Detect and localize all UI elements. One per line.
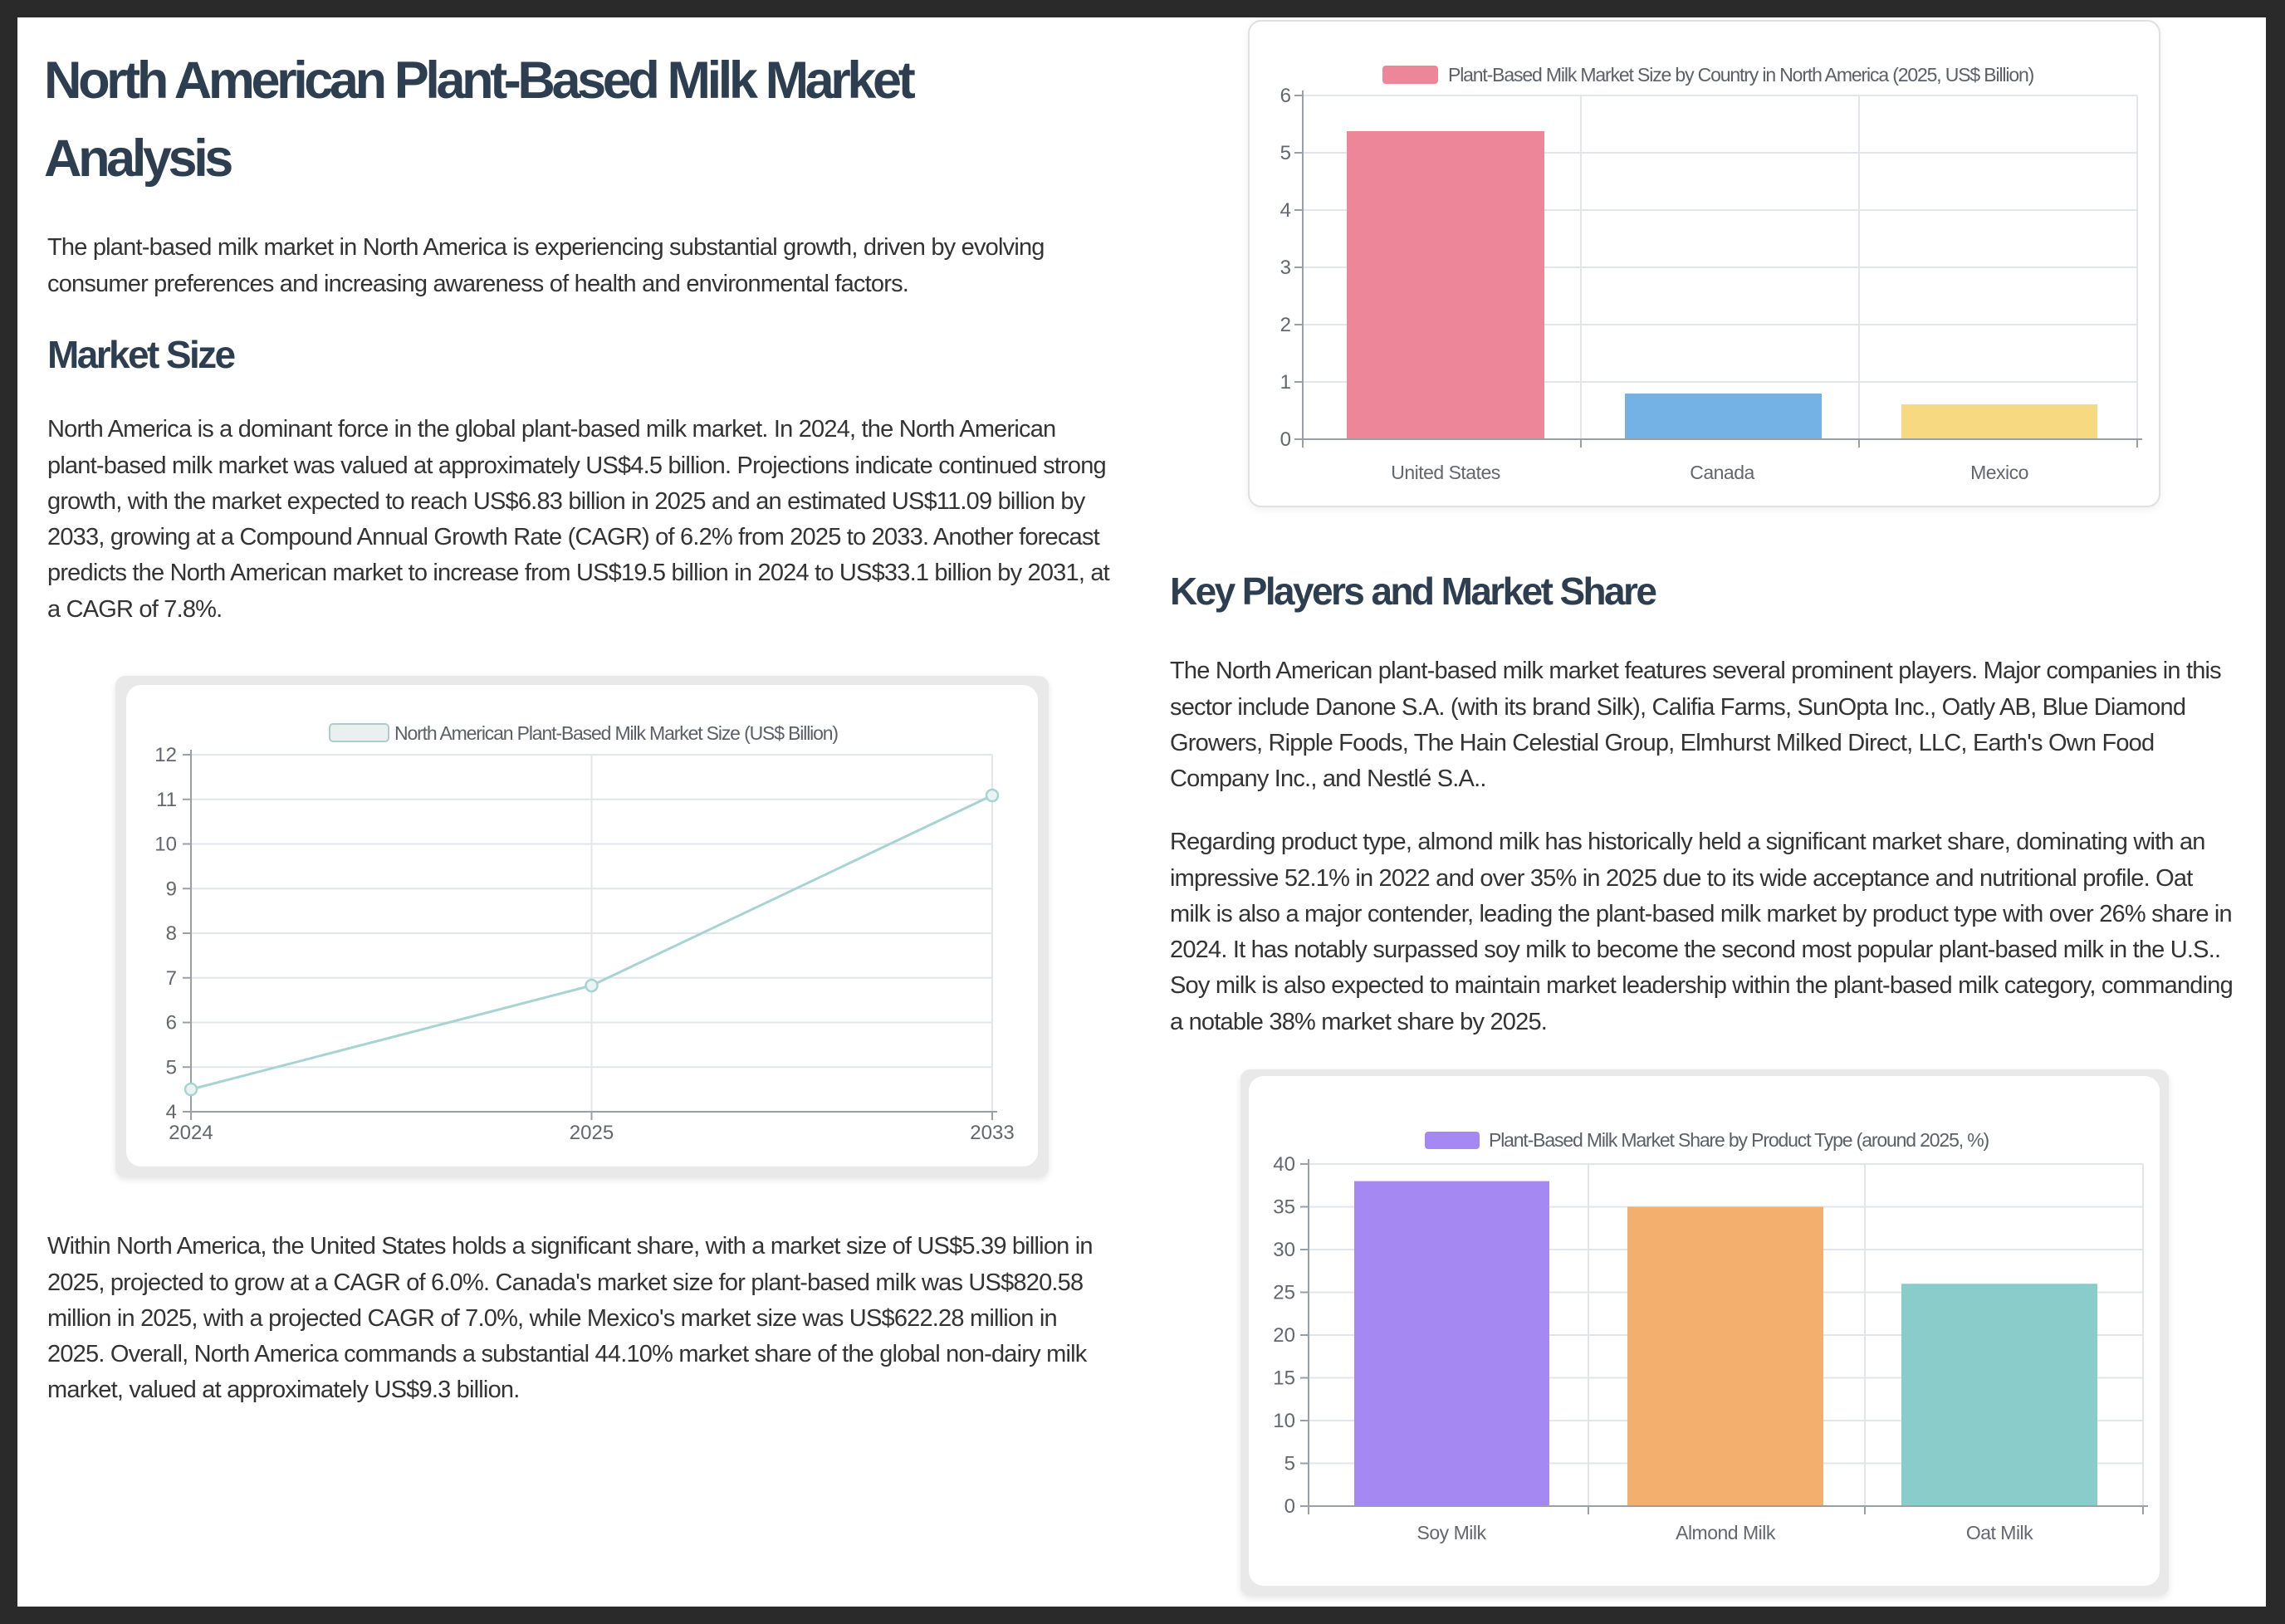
svg-text:3: 3 <box>1280 257 1291 279</box>
svg-text:United States: United States <box>1391 462 1500 483</box>
svg-text:40: 40 <box>1273 1153 1295 1176</box>
svg-text:1: 1 <box>1280 371 1291 394</box>
svg-text:15: 15 <box>1273 1367 1295 1390</box>
svg-text:0: 0 <box>1280 428 1291 451</box>
svg-text:6: 6 <box>1280 85 1291 107</box>
svg-text:6: 6 <box>166 1012 177 1035</box>
svg-text:8: 8 <box>166 922 177 945</box>
svg-text:Almond Milk: Almond Milk <box>1676 1522 1776 1543</box>
svg-text:5: 5 <box>1280 142 1291 164</box>
svg-text:5: 5 <box>166 1056 177 1079</box>
svg-text:5: 5 <box>1284 1453 1295 1475</box>
svg-text:0: 0 <box>1284 1495 1295 1518</box>
svg-text:9: 9 <box>166 878 177 900</box>
svg-text:2033: 2033 <box>970 1122 1014 1144</box>
svg-text:4: 4 <box>1280 199 1291 222</box>
svg-text:Plant-Based Milk Market Share: Plant-Based Milk Market Share by Product… <box>1489 1129 1989 1151</box>
svg-text:Oat Milk: Oat Milk <box>1966 1522 2033 1543</box>
svg-text:Mexico: Mexico <box>1970 462 2028 483</box>
svg-text:Soy Milk: Soy Milk <box>1417 1522 1487 1543</box>
svg-text:4: 4 <box>166 1101 177 1123</box>
svg-text:2025: 2025 <box>570 1122 614 1144</box>
svg-text:11: 11 <box>156 789 177 811</box>
svg-text:Canada: Canada <box>1690 462 1754 483</box>
svg-text:12: 12 <box>154 744 177 766</box>
svg-text:35: 35 <box>1273 1196 1295 1219</box>
svg-text:10: 10 <box>1273 1410 1295 1432</box>
svg-text:20: 20 <box>1273 1324 1295 1347</box>
svg-text:7: 7 <box>166 967 177 990</box>
svg-text:North American Plant-Based Mil: North American Plant-Based Milk Market S… <box>394 722 838 744</box>
svg-text:10: 10 <box>154 834 177 856</box>
svg-text:25: 25 <box>1273 1282 1295 1304</box>
svg-text:2024: 2024 <box>169 1122 213 1144</box>
svg-text:Plant-Based Milk Market Size b: Plant-Based Milk Market Size by Country … <box>1448 64 2034 86</box>
svg-text:30: 30 <box>1273 1239 1295 1261</box>
svg-text:2: 2 <box>1280 314 1291 336</box>
